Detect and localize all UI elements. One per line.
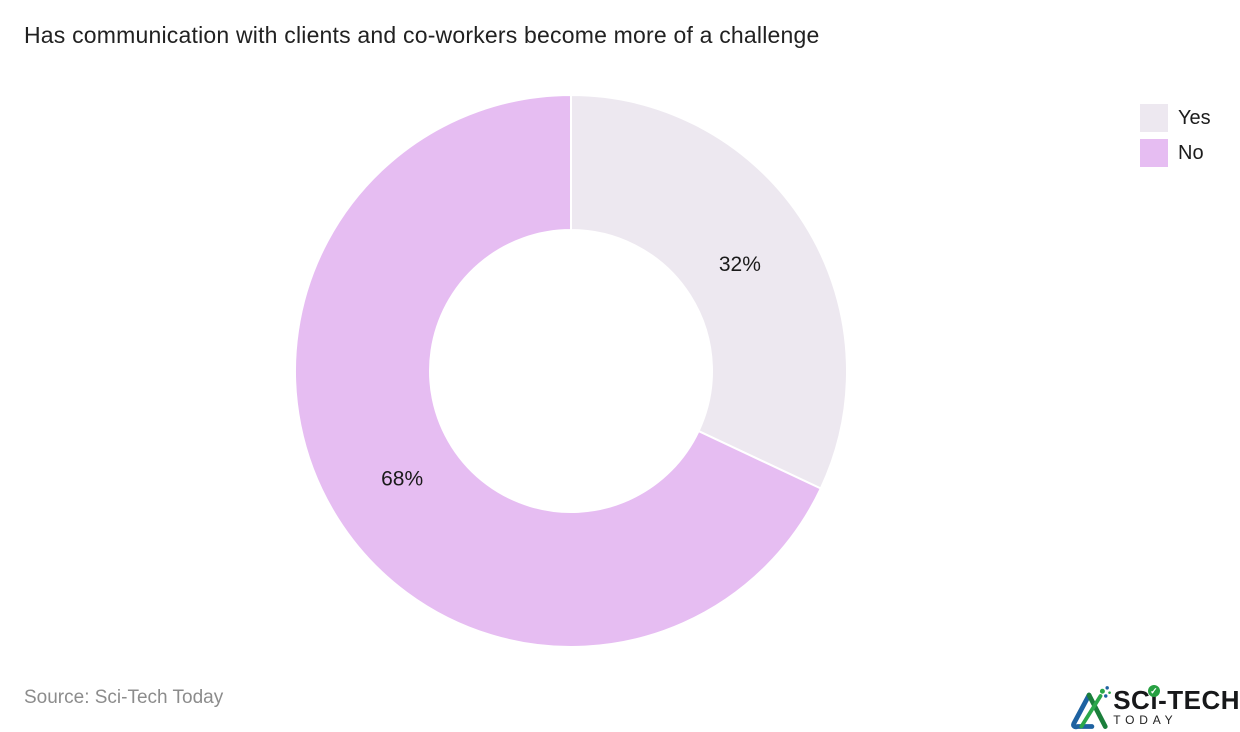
sci-tech-today-logo: SC ✓ ı-TECH TODAY (1069, 683, 1240, 730)
source-attribution: Source: Sci-Tech Today (24, 687, 224, 708)
sci-tech-today-logo-icon (1071, 686, 1112, 730)
legend-item-no: No (1140, 139, 1211, 167)
chart-title: Has communication with clients and co-wo… (24, 22, 820, 48)
logo-text: SC ✓ ı-TECH TODAY (1113, 685, 1240, 727)
logo-main-text: SC ✓ ı-TECH (1113, 685, 1240, 715)
slice-value-label-yes: 32% (719, 253, 761, 276)
slice-value-label-no: 68% (381, 468, 423, 491)
donut-slice-no (294, 93, 823, 648)
donut-slice-yes (570, 93, 848, 490)
logo-text-i: ı (1150, 685, 1159, 715)
legend-label-yes: Yes (1178, 107, 1211, 129)
logo-letter-i: ✓ ı (1148, 685, 1161, 715)
legend-label-no: No (1178, 142, 1204, 164)
logo-text-tech: -TECH (1158, 685, 1240, 715)
legend-item-yes: Yes (1140, 104, 1211, 132)
logo-text-sc: SC (1113, 685, 1151, 715)
check-icon: ✓ (1148, 685, 1161, 697)
legend-swatch-no (1140, 139, 1168, 167)
legend-swatch-yes (1140, 104, 1168, 132)
legend: Yes No (1140, 104, 1211, 167)
logo-today-text: TODAY (1113, 713, 1178, 727)
